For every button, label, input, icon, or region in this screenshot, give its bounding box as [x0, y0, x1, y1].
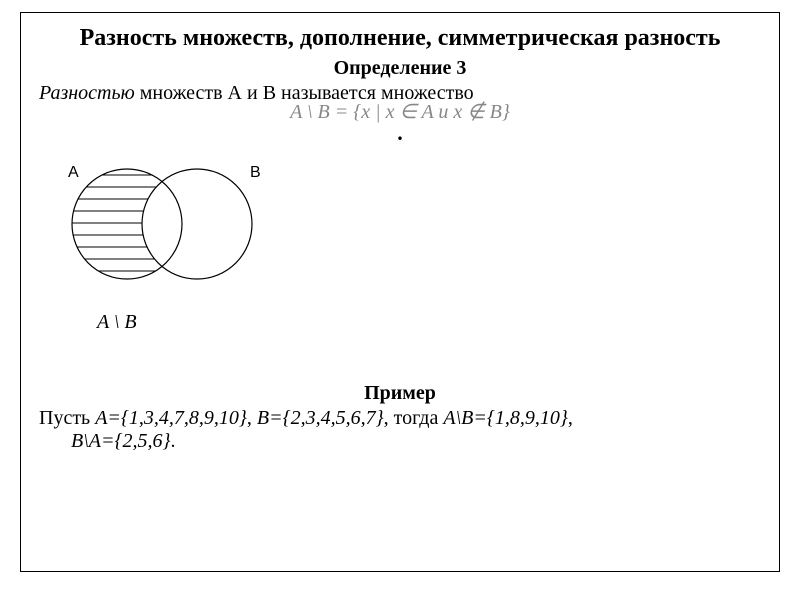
example-heading: Пример: [39, 382, 761, 405]
example-B-minus-A: B\A={2,5,6}: [71, 430, 170, 452]
example-set-A: A={1,3,4,7,8,9,10}: [95, 407, 247, 429]
example-prefix: Пусть: [39, 407, 95, 429]
venn-svg: AB: [47, 154, 287, 304]
formula-terminator: .: [39, 120, 761, 146]
svg-text:B: B: [250, 164, 261, 181]
example-tail: .: [170, 430, 175, 452]
definition-number: Определение 3: [39, 57, 761, 80]
definition-term: Разностью: [39, 82, 135, 104]
example-sep1: ,: [247, 407, 257, 429]
example-A-minus-B: A\B={1,8,9,10}: [443, 407, 567, 429]
example-sep3: ,: [568, 407, 573, 429]
example-body: Пусть A={1,3,4,7,8,9,10}, B={2,3,4,5,6,7…: [39, 407, 761, 453]
example-sep2: , тогда: [384, 407, 444, 429]
svg-text:A: A: [68, 164, 79, 181]
venn-diagram: AB A \ B: [47, 154, 761, 334]
page-title: Разность множеств, дополнение, симметрич…: [39, 23, 761, 53]
slide-frame: Разность множеств, дополнение, симметрич…: [20, 12, 780, 572]
venn-caption: A \ B: [97, 311, 761, 334]
example-set-B: B={2,3,4,5,6,7}: [257, 407, 384, 429]
